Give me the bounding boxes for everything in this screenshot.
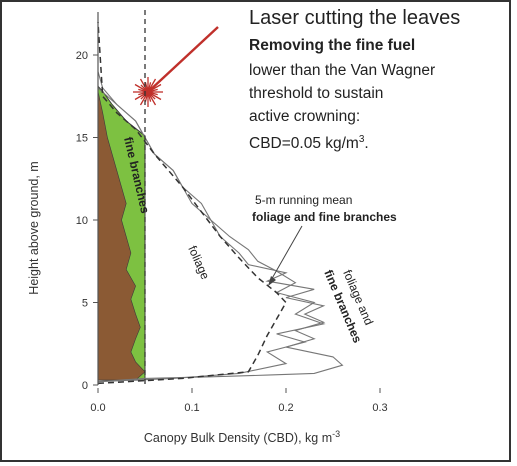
x-tick-label: 0.3 [372,402,387,414]
y-tick-label: 10 [76,215,88,227]
x-axis-ticks: 0.0 0.1 0.2 0.3 [90,388,388,414]
wood-area [97,91,146,381]
running-mean-pointer-head [268,276,276,286]
running-mean-pointer [269,225,303,283]
y-tick-label: 0 [82,380,88,392]
headline-text: Laser cutting the leaves [249,7,460,29]
annotation-line-3: active crowning: [249,108,360,125]
running-mean-label-2: foliage and fine branches [252,210,397,224]
x-axis-label: Canopy Bulk Density (CBD), kg m-3 [144,429,340,445]
y-tick-label: 15 [76,133,88,145]
y-tick-label: 20 [76,50,88,62]
y-axis-ticks: 0 5 10 15 20 [76,50,98,392]
foliage-label: foliage [185,244,212,282]
running-mean-label-1: 5-m running mean [255,193,352,207]
x-tick-label: 0.2 [278,402,293,414]
annotation-line-2: threshold to sustain [249,85,383,102]
annotation-line-1: lower than the Van Wagner [249,62,435,79]
burst-core [144,88,152,96]
y-axis-label: Height above ground, m [27,161,41,294]
laser-beam [147,26,219,93]
x-tick-label: 0.1 [184,402,199,414]
annotation-bold-line: Removing the fine fuel [249,37,415,54]
figure-frame [0,0,511,462]
x-tick-label: 0.0 [90,402,105,414]
series-line-3 [97,21,287,385]
y-tick-label: 5 [82,298,88,310]
annotation-formula: CBD=0.05 kg/m3. [249,134,369,152]
